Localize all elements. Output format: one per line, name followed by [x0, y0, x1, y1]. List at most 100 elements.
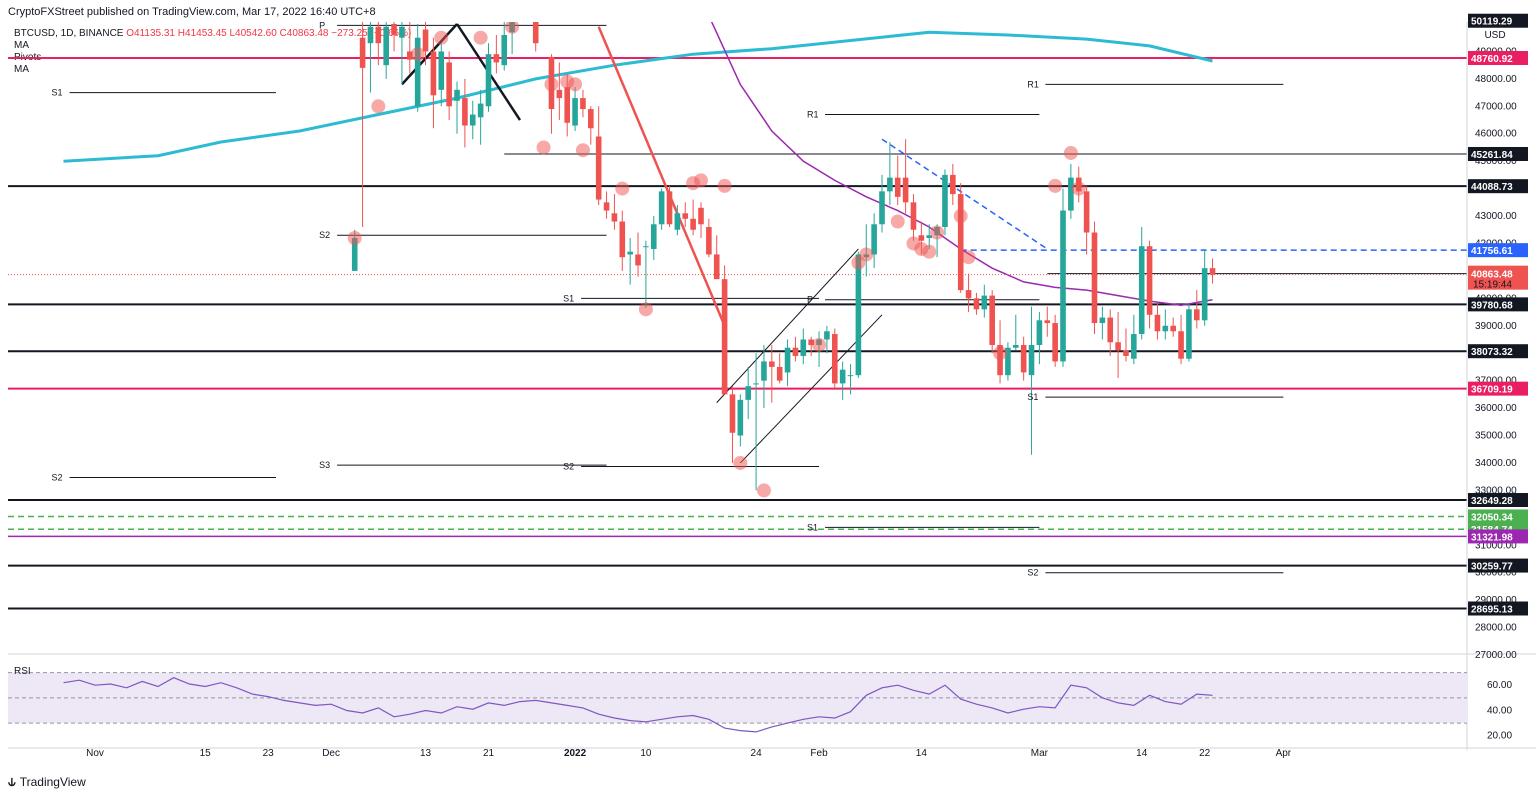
candle-body-85	[1044, 320, 1051, 324]
swing-marker-25	[993, 346, 1008, 361]
current-price-badge	[1468, 265, 1528, 290]
candle-body-26	[580, 98, 586, 110]
candle-body-19	[501, 34, 508, 66]
candle-body-105	[1201, 268, 1208, 321]
candle-body-106	[1209, 268, 1216, 275]
y-tick-label-22: 27000.00	[1475, 650, 1517, 661]
close-value: C40863.48	[279, 28, 329, 39]
legend-ma-1[interactable]: MA	[14, 40, 29, 51]
candle-body-50	[769, 361, 775, 367]
legend-ma-2[interactable]: MA	[14, 64, 29, 75]
level-badge-11	[1468, 529, 1528, 544]
y-tick-label-6: 43000.00	[1475, 211, 1517, 222]
candle-body-87	[1060, 210, 1066, 362]
level-label-8: 32649.28	[1471, 496, 1513, 507]
level-badge-9	[1468, 509, 1528, 524]
level-badge-13	[1468, 601, 1528, 616]
candle-body-2	[367, 26, 374, 44]
level-badge-0	[1468, 13, 1528, 28]
candle-body-61	[855, 254, 862, 376]
descending-trendline	[597, 26, 726, 327]
swing-marker-0	[347, 230, 362, 245]
swing-marker-31	[890, 214, 905, 229]
rsi-label: RSI	[14, 666, 31, 677]
level-label-12: 30259.77	[1471, 562, 1513, 573]
candle-body-12	[446, 62, 452, 107]
candle-body-77	[981, 295, 988, 310]
swing-marker-15	[717, 178, 732, 193]
swing-marker-3	[434, 30, 449, 45]
candle-body-75	[965, 290, 972, 299]
y-tick-label-4: 45000.00	[1475, 156, 1517, 167]
candle-body-93	[1107, 317, 1114, 343]
swing-marker-7	[544, 77, 559, 92]
candle-body-55	[808, 339, 814, 345]
swing-marker-12	[638, 302, 653, 317]
candle-body-1	[359, 37, 366, 68]
y-tick-label-10: 39000.00	[1475, 321, 1517, 332]
x-tick-label-4: 13	[420, 748, 432, 759]
swing-marker-16	[733, 455, 748, 470]
pivot-label-6: S2	[563, 462, 574, 472]
channel-upper	[716, 248, 859, 403]
pivot-label-5: S1	[563, 293, 574, 303]
level-badge-2	[1468, 146, 1528, 161]
x-tick-label-10: 14	[916, 748, 928, 759]
candle-body-0	[351, 237, 358, 271]
candle-body-10	[430, 51, 437, 96]
x-tick-label-1: 15	[200, 748, 212, 759]
level-label-3: 44088.73	[1471, 182, 1513, 193]
pivot-label-12: S2	[1027, 568, 1038, 578]
x-tick-label-2: 23	[263, 748, 275, 759]
candle-body-32	[627, 251, 633, 255]
swing-marker-5	[505, 22, 520, 34]
candle-body-86	[1052, 323, 1058, 362]
candle-body-84	[1036, 320, 1043, 345]
candle-body-57	[824, 331, 830, 340]
swing-marker-6	[536, 140, 551, 155]
symbol-label[interactable]: BTCUSD, 1D, BINANCE	[14, 28, 124, 39]
candle-body-13	[454, 89, 460, 101]
swing-marker-4	[473, 30, 488, 45]
candle-body-92	[1099, 317, 1106, 324]
swing-marker-28	[1071, 181, 1086, 196]
x-tick-label-9: Feb	[810, 748, 828, 759]
level-label-2: 45261.84	[1471, 150, 1513, 161]
pattern-line-a	[401, 23, 458, 86]
candle-body-103	[1186, 309, 1192, 359]
level-label-6: 38073.32	[1471, 347, 1513, 358]
level-label-9: 32050.34	[1471, 512, 1513, 523]
swing-marker-30	[851, 255, 866, 270]
y-tick-label-1: 48000.00	[1475, 74, 1517, 85]
candle-body-40	[690, 218, 696, 230]
candle-body-51	[776, 366, 783, 381]
x-tick-label-6: 2022	[564, 748, 587, 759]
swing-marker-24	[906, 236, 921, 251]
level-label-4: 41756.61	[1471, 246, 1513, 257]
plot-layer	[8, 22, 1467, 610]
candle-body-102	[1178, 331, 1184, 359]
candle-body-37	[666, 191, 673, 225]
candle-body-31	[619, 221, 626, 258]
candle-body-49	[761, 361, 767, 381]
candle-body-15	[469, 114, 476, 126]
pivot-label-3: S2	[319, 230, 330, 240]
pivot-label-9: S1	[807, 522, 818, 532]
rsi-line	[63, 677, 1213, 733]
candle-body-4	[383, 26, 389, 66]
pivot-label-11: S1	[1027, 392, 1038, 402]
ma-cyan-line	[63, 30, 1213, 163]
candle-body-38	[674, 213, 681, 230]
swing-marker-21	[930, 225, 945, 240]
pivot-label-0: S1	[52, 88, 63, 98]
swing-marker-18	[812, 337, 827, 352]
level-badge-5	[1468, 297, 1528, 312]
rsi-tick-1: 40.00	[1487, 705, 1512, 716]
candle-body-99	[1154, 314, 1161, 332]
candle-body-17	[485, 54, 492, 107]
candle-body-41	[698, 207, 704, 225]
candle-body-83	[1028, 344, 1035, 376]
axis-unit-label: USD	[1484, 30, 1505, 41]
candle-body-60	[847, 375, 854, 377]
